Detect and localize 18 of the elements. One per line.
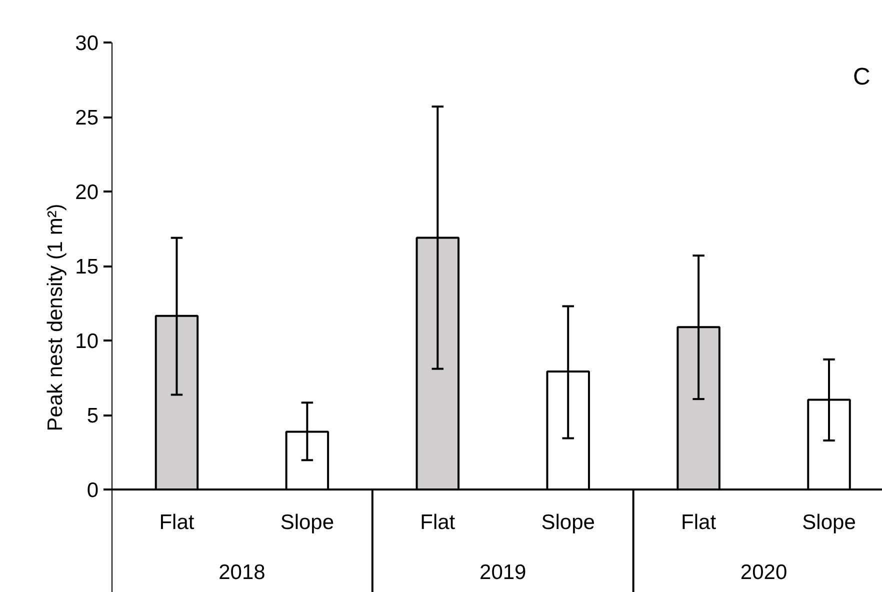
text: 2019 xyxy=(480,561,526,584)
x-tick-label: Flat xyxy=(159,511,194,534)
y-tick-label: 30 xyxy=(75,32,98,55)
x-tick-label: Flat xyxy=(420,511,456,534)
y-tick-label: 0 xyxy=(86,479,99,502)
x-tick-label: Slope xyxy=(541,511,595,534)
y-tick-label: 15 xyxy=(75,256,98,278)
y-tick-label: 10 xyxy=(75,330,98,353)
y-tick-label: 25 xyxy=(75,106,98,130)
y-tick-label: 5 xyxy=(86,404,99,428)
text: 2018 xyxy=(218,561,266,584)
annotation: C xyxy=(852,63,870,90)
x-tick-label: Slope xyxy=(280,511,334,534)
x-tick-label: Flat xyxy=(681,511,716,534)
x-tick-label: Slope xyxy=(802,511,856,534)
y-tick-label: 20 xyxy=(75,181,98,204)
y-axis-title: Peak nest density (1 m²) xyxy=(44,204,68,432)
text: 2020 xyxy=(740,561,788,584)
